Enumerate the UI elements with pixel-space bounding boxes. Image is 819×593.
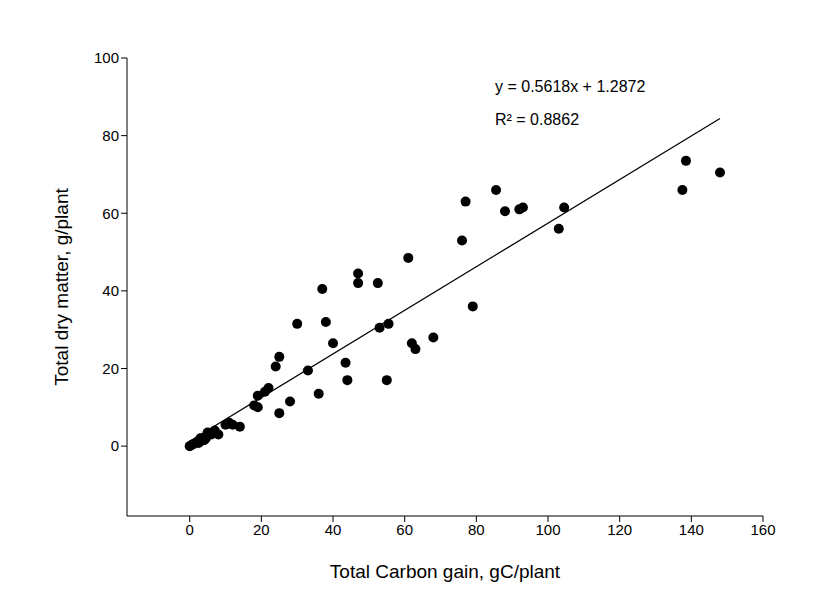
svg-text:60: 60 [102,205,119,222]
svg-text:140: 140 [679,521,704,538]
svg-text:20: 20 [253,521,270,538]
svg-text:80: 80 [102,127,119,144]
svg-text:160: 160 [750,521,775,538]
svg-text:20: 20 [102,360,119,377]
svg-text:100: 100 [94,49,119,66]
svg-text:0: 0 [186,521,194,538]
svg-text:0: 0 [111,437,119,454]
html-text:y = 0.5618x + 1.2872: y = 0.5618x + 1.2872 [495,78,646,95]
svg-text:Total dry matter, g/plant: Total dry matter, g/plant [51,188,72,386]
svg-text:80: 80 [468,521,485,538]
svg-text:60: 60 [396,521,413,538]
svg-text:40: 40 [102,282,119,299]
svg-text:40: 40 [325,521,342,538]
svg-text:100: 100 [535,521,560,538]
svg-text:120: 120 [607,521,632,538]
html-text:R² = 0.8862: R² = 0.8862 [495,111,580,128]
svg-text:Total Carbon gain, gC/plant: Total Carbon gain, gC/plant [330,561,561,582]
